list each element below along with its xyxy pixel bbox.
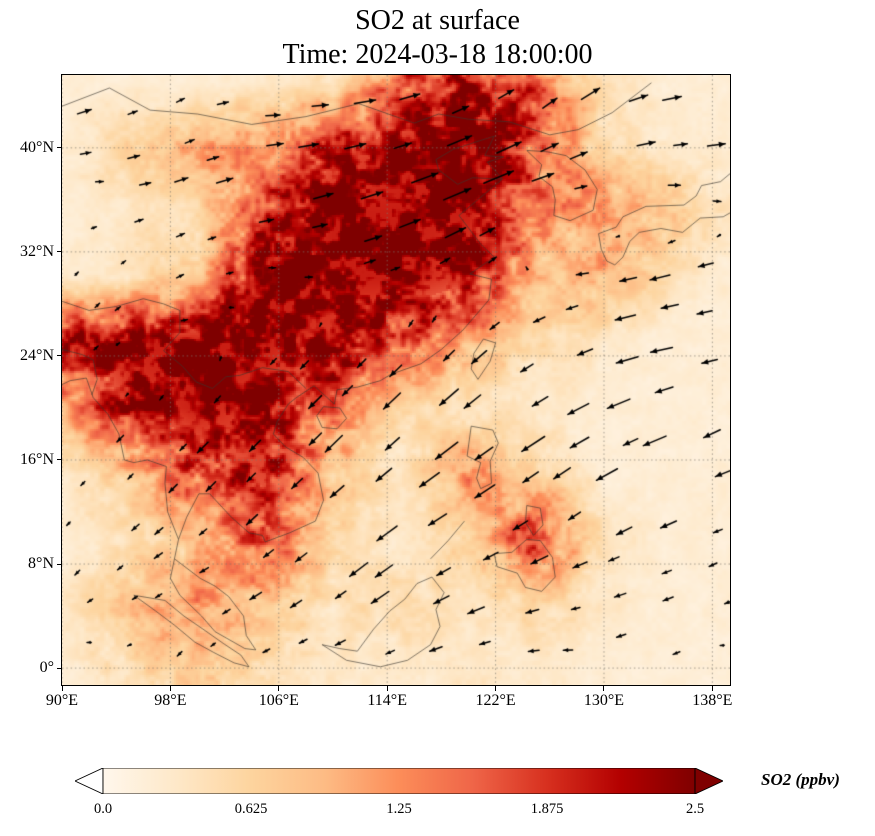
x-tick-label: 106°E (258, 692, 299, 709)
chart-title-line2: Time: 2024-03-18 18:00:00 (282, 39, 593, 70)
y-tick-label: 8°N (28, 555, 54, 573)
x-tick-label: 122°E (475, 692, 516, 709)
colorbar-gradient (102, 767, 696, 795)
colorbar-tick-label: 1.25 (386, 801, 412, 817)
colorbar-under-arrow (73, 767, 104, 795)
y-tick-label: 24°N (20, 346, 54, 364)
chart-title-line1: SO2 at surface (355, 5, 520, 36)
x-tick-mark (61, 686, 63, 691)
colorbar (73, 767, 725, 795)
y-tick-mark (57, 355, 62, 357)
x-tick-mark (386, 686, 388, 691)
y-tick-mark (57, 251, 62, 253)
so2-heatmap-canvas (62, 75, 730, 685)
y-tick-mark (57, 563, 62, 565)
y-tick-label: 16°N (20, 450, 54, 468)
x-tick-mark (278, 686, 280, 691)
colorbar-tick-label: 2.5 (685, 801, 705, 817)
x-tick-mark (495, 686, 497, 691)
x-tick-label: 114°E (367, 692, 407, 709)
colorbar-over-arrow (694, 767, 725, 795)
y-tick-label: 40°N (20, 138, 54, 156)
x-tick-mark (603, 686, 605, 691)
x-tick-label: 90°E (45, 692, 79, 709)
x-tick-label: 130°E (583, 692, 625, 709)
map-plot (61, 74, 731, 686)
colorbar-label: SO2 (ppbv) (761, 770, 840, 789)
x-tick-label: 138°E (692, 692, 733, 709)
x-tick-mark (711, 686, 713, 691)
chart-title: SO2 at surface Time: 2024-03-18 18:00:00 (0, 4, 875, 72)
y-tick-mark (57, 459, 62, 461)
y-tick-mark (57, 147, 62, 149)
x-tick-label: 98°E (154, 692, 187, 709)
y-tick-label: 0° (39, 659, 54, 677)
y-tick-mark (57, 667, 62, 669)
colorbar-tick-label: 1.875 (530, 801, 564, 817)
colorbar-tick-label: 0.0 (93, 801, 113, 817)
colorbar-tick-label: 0.625 (234, 801, 268, 817)
x-tick-mark (169, 686, 171, 691)
colorbar-svg (73, 767, 725, 795)
y-tick-label: 32°N (20, 242, 54, 260)
